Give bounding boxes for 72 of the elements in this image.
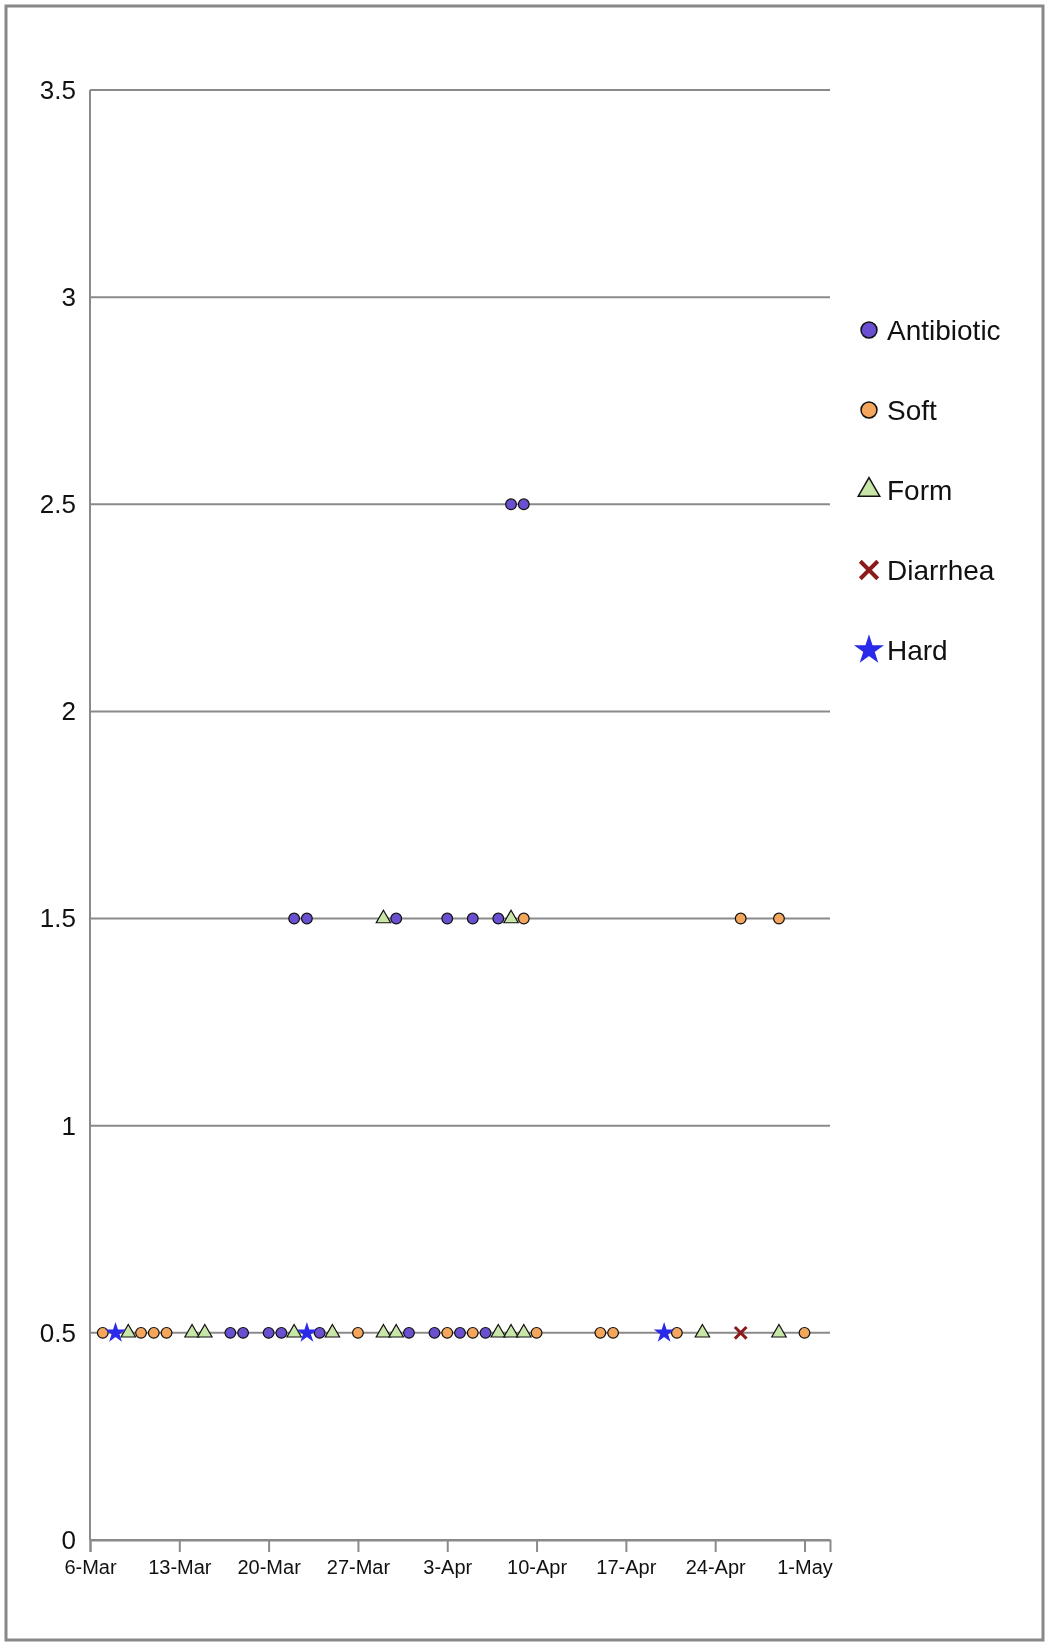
point [324,1323,341,1338]
x-tick-label: 6-Mar [64,1556,117,1579]
legend-label: Form [887,474,953,506]
point [517,498,530,511]
point [388,1323,405,1338]
point [351,1326,364,1339]
point [403,1326,415,1339]
point [466,912,479,925]
point [288,912,301,925]
point [734,912,747,925]
point [503,1323,519,1338]
point [694,1323,711,1338]
point [733,1325,749,1341]
point [120,1323,137,1338]
point [466,1326,479,1339]
y-tick-label: 3 [61,281,76,312]
point [479,1326,492,1339]
point [607,1326,620,1339]
x-tick-label: 3-Apr [423,1556,473,1579]
point [160,1326,173,1339]
point [375,1323,392,1338]
y-tick-label: 3.5 [39,74,76,105]
point [773,912,785,925]
point [237,1326,250,1339]
point [517,912,530,925]
point [505,498,517,511]
point [197,1323,213,1338]
point [503,909,519,924]
point [147,1326,160,1339]
x-tick-label: 20-Mar [237,1556,302,1579]
point [490,1323,507,1338]
point [262,1326,275,1339]
point [515,1323,532,1338]
point [798,1326,811,1339]
point [454,1326,466,1339]
y-tick-label: 2.5 [39,489,76,520]
y-tick-label: 1 [61,1110,76,1141]
x-tick-label: 13-Mar [148,1556,212,1579]
point [135,1326,147,1339]
x-tick-label: 27-Mar [326,1556,391,1579]
point [492,912,505,925]
legend-label: Antibiotic [887,314,1001,346]
point [655,1323,674,1341]
x-tick-label: 10-Apr [507,1556,568,1579]
point [275,1326,288,1339]
legend-label: Soft [887,394,938,426]
y-tick-label: 0 [61,1524,76,1555]
y-tick-label: 0.5 [39,1317,76,1348]
point [297,1323,317,1341]
point [771,1323,787,1338]
x-tick-label: 1-May [777,1556,833,1579]
point [96,1326,109,1339]
legend-label: Hard [887,634,948,666]
point [106,1323,125,1341]
point [184,1323,200,1338]
point [313,1326,326,1339]
point [428,1326,441,1339]
point [286,1323,302,1338]
point [530,1326,543,1339]
x-tick-label: 24-Apr [685,1556,747,1579]
point [224,1326,237,1339]
point [300,912,313,925]
point [390,912,403,925]
y-tick-label: 2 [61,696,76,727]
point [670,1326,683,1339]
legend-label: Diarrhea [887,554,995,586]
y-tick-label: 1.5 [39,903,76,934]
point [375,909,392,924]
point [441,1326,454,1339]
x-tick-label: 17-Apr [596,1556,657,1579]
point [441,912,454,925]
point [594,1326,607,1339]
